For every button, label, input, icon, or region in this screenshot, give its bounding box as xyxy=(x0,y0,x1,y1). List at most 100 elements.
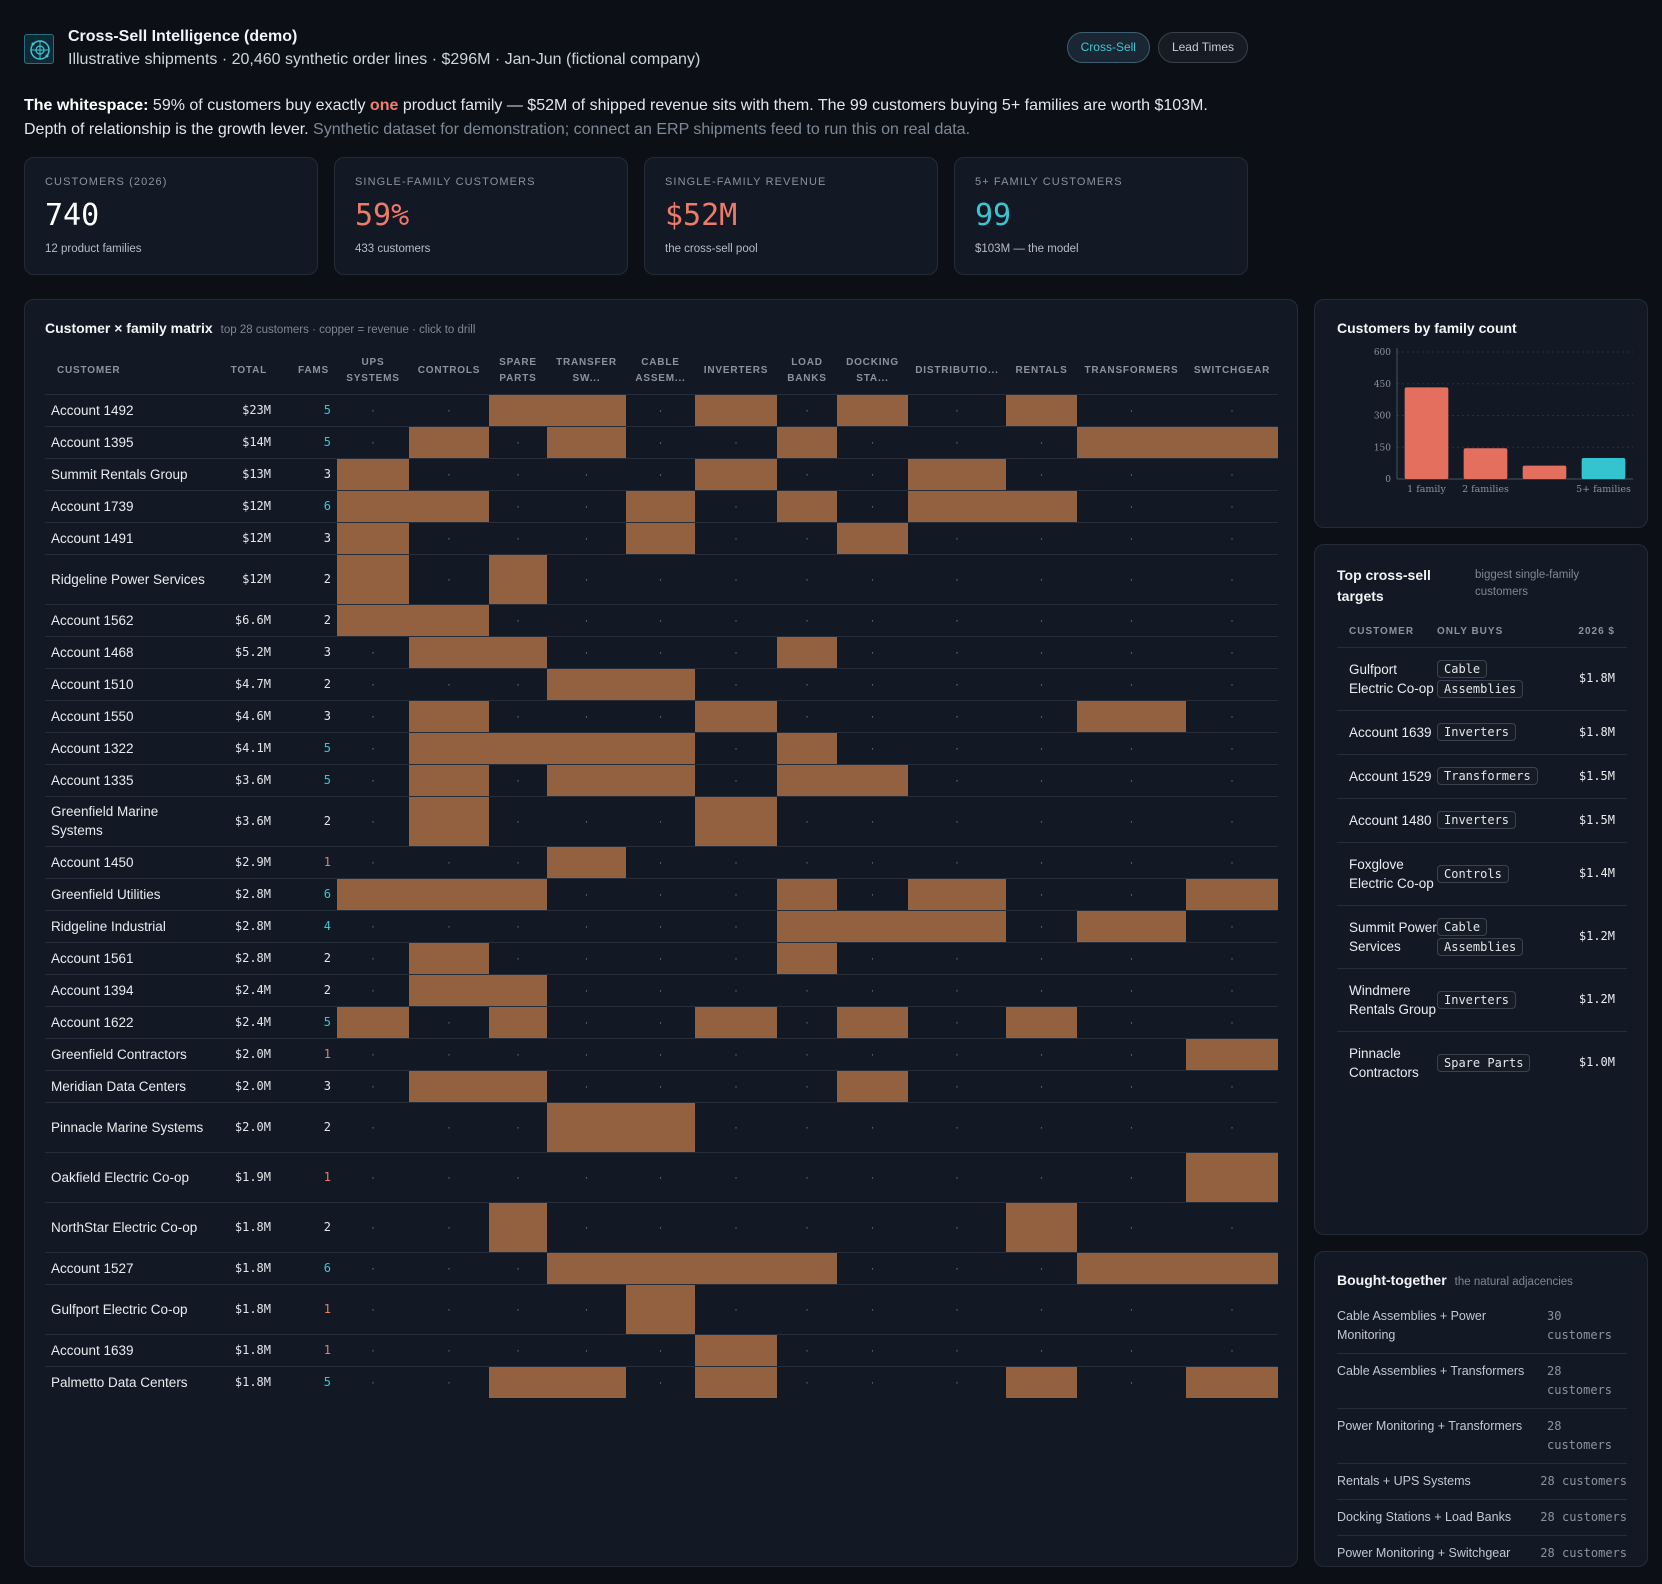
matrix-cell-empty[interactable]: · xyxy=(1077,1006,1186,1038)
matrix-row[interactable]: Account 1335$3.6M5············ xyxy=(45,764,1278,796)
matrix-row[interactable]: Account 1322$4.1M5············ xyxy=(45,732,1278,764)
matrix-cell-empty[interactable]: · xyxy=(626,458,695,490)
matrix-cell-empty[interactable]: · xyxy=(908,1006,1006,1038)
target-row[interactable]: Account 1529 Transformers $1.5M xyxy=(1337,754,1627,798)
matrix-cell-filled[interactable]: · xyxy=(695,1366,777,1398)
matrix-cell-empty[interactable]: · xyxy=(547,1070,626,1102)
matrix-cell-empty[interactable]: · xyxy=(626,1334,695,1366)
matrix-cell-empty[interactable]: · xyxy=(908,1102,1006,1152)
matrix-cell-empty[interactable]: · xyxy=(489,604,547,636)
matrix-cell-empty[interactable]: · xyxy=(547,1202,626,1252)
matrix-cell-empty[interactable]: · xyxy=(1186,636,1278,668)
matrix-cell-empty[interactable]: · xyxy=(777,1152,837,1202)
matrix-cell-empty[interactable]: · xyxy=(777,554,837,604)
matrix-cell-empty[interactable]: · xyxy=(695,878,777,910)
matrix-cell-empty[interactable]: · xyxy=(837,1284,908,1334)
matrix-cell-empty[interactable]: · xyxy=(626,394,695,426)
matrix-cell-filled[interactable]: · xyxy=(409,490,489,522)
matrix-cell-filled[interactable]: · xyxy=(337,458,409,490)
matrix-cell-empty[interactable]: · xyxy=(489,1284,547,1334)
matrix-cell-filled[interactable]: · xyxy=(547,394,626,426)
matrix-cell-filled[interactable]: · xyxy=(489,554,547,604)
matrix-cell-filled[interactable]: · xyxy=(695,796,777,846)
matrix-cell-empty[interactable]: · xyxy=(1006,1252,1077,1284)
matrix-cell-filled[interactable]: · xyxy=(626,1252,695,1284)
matrix-cell-empty[interactable]: · xyxy=(337,1334,409,1366)
matrix-cell-empty[interactable]: · xyxy=(1077,878,1186,910)
matrix-cell-filled[interactable]: · xyxy=(337,522,409,554)
matrix-cell-empty[interactable]: · xyxy=(777,1202,837,1252)
matrix-cell-empty[interactable]: · xyxy=(337,1038,409,1070)
matrix-cell-empty[interactable]: · xyxy=(547,796,626,846)
matrix-cell-filled[interactable]: · xyxy=(695,1334,777,1366)
col-header-family[interactable]: UPS Systems xyxy=(346,356,400,384)
matrix-cell-empty[interactable]: · xyxy=(337,942,409,974)
matrix-cell-empty[interactable]: · xyxy=(337,426,409,458)
matrix-cell-empty[interactable]: · xyxy=(489,942,547,974)
matrix-cell-filled[interactable]: · xyxy=(489,974,547,1006)
matrix-cell-filled[interactable]: · xyxy=(626,490,695,522)
customer-name[interactable]: Account 1468 xyxy=(51,644,134,660)
matrix-cell-filled[interactable]: · xyxy=(1186,1038,1278,1070)
matrix-cell-empty[interactable]: · xyxy=(547,458,626,490)
matrix-cell-empty[interactable]: · xyxy=(626,426,695,458)
matrix-cell-empty[interactable]: · xyxy=(1006,426,1077,458)
matrix-row[interactable]: Account 1639 $1.8M 1 · · · · · · · · · · · · xyxy=(45,1334,1278,1366)
matrix-cell-empty[interactable]: · xyxy=(409,1284,489,1334)
matrix-cell-empty[interactable]: · xyxy=(1186,668,1278,700)
matrix-cell-empty[interactable]: · xyxy=(908,1284,1006,1334)
matrix-cell-empty[interactable]: · xyxy=(1077,668,1186,700)
matrix-cell-empty[interactable]: · xyxy=(695,554,777,604)
matrix-cell-filled[interactable]: · xyxy=(409,942,489,974)
matrix-row[interactable]: Greenfield Contractors $2.0M 1 · · · · · · · · · · · · xyxy=(45,1038,1278,1070)
target-customer[interactable]: Summit Power Services xyxy=(1349,919,1437,954)
matrix-cell-empty[interactable]: · xyxy=(1006,668,1077,700)
matrix-cell-empty[interactable]: · xyxy=(695,1038,777,1070)
matrix-cell-empty[interactable]: · xyxy=(489,796,547,846)
col-header-family[interactable]: Inverters xyxy=(703,364,769,376)
matrix-cell-empty[interactable]: · xyxy=(547,1006,626,1038)
matrix-cell-filled[interactable]: · xyxy=(1006,490,1077,522)
col-header-family[interactable]: Load Banks xyxy=(787,356,827,384)
matrix-cell-empty[interactable]: · xyxy=(547,1038,626,1070)
matrix-cell-empty[interactable]: · xyxy=(1077,1202,1186,1252)
matrix-cell-empty[interactable]: · xyxy=(695,846,777,878)
matrix-cell-filled[interactable]: · xyxy=(1077,910,1186,942)
matrix-cell-empty[interactable]: · xyxy=(1186,700,1278,732)
matrix-cell-empty[interactable]: · xyxy=(489,458,547,490)
customer-name[interactable]: Greenfield Contractors xyxy=(51,1046,187,1062)
matrix-cell-empty[interactable]: · xyxy=(908,604,1006,636)
matrix-cell-empty[interactable]: · xyxy=(1006,878,1077,910)
matrix-cell-filled[interactable]: · xyxy=(837,522,908,554)
matrix-row[interactable]: Account 1450 $2.9M 1 · · · · · · · · · · · · xyxy=(45,846,1278,878)
matrix-cell-empty[interactable]: · xyxy=(908,636,1006,668)
matrix-cell-empty[interactable]: · xyxy=(489,1334,547,1366)
customer-name[interactable]: Account 1527 xyxy=(51,1260,134,1276)
matrix-cell-empty[interactable]: · xyxy=(777,1366,837,1398)
matrix-cell-filled[interactable]: · xyxy=(626,522,695,554)
matrix-cell-filled[interactable]: · xyxy=(489,394,547,426)
matrix-cell-empty[interactable]: · xyxy=(1077,1038,1186,1070)
matrix-cell-empty[interactable]: · xyxy=(1186,846,1278,878)
matrix-row[interactable]: Summit Rentals Group $13M 3 · · · · · · · · · · · · xyxy=(45,458,1278,490)
matrix-cell-empty[interactable]: · xyxy=(695,636,777,668)
matrix-cell-filled[interactable]: · xyxy=(489,1366,547,1398)
tab-cross-sell[interactable]: Cross-Sell xyxy=(1066,32,1150,63)
matrix-cell-empty[interactable]: · xyxy=(626,554,695,604)
matrix-cell-empty[interactable]: · xyxy=(1186,490,1278,522)
matrix-cell-filled[interactable]: · xyxy=(626,1102,695,1152)
matrix-cell-filled[interactable]: · xyxy=(777,910,837,942)
col-header-family[interactable]: Distributio... xyxy=(915,364,999,376)
matrix-cell-empty[interactable]: · xyxy=(1186,1006,1278,1038)
bought-together-row[interactable]: Cable Assemblies + Transformers 28 custom… xyxy=(1337,1354,1627,1409)
matrix-cell-filled[interactable]: · xyxy=(409,764,489,796)
matrix-cell-filled[interactable]: · xyxy=(837,1070,908,1102)
matrix-cell-empty[interactable]: · xyxy=(1186,1284,1278,1334)
matrix-cell-filled[interactable]: · xyxy=(837,764,908,796)
matrix-row[interactable]: Greenfield Marine Systems $3.6M 2 · · · · · · · · ·… xyxy=(45,796,1278,846)
matrix-cell-empty[interactable]: · xyxy=(1077,636,1186,668)
col-header-total[interactable]: Total xyxy=(230,364,267,376)
customer-name[interactable]: Ridgeline Industrial xyxy=(51,918,166,934)
target-row[interactable]: Foxglove Electric Co-op Controls $1.4M xyxy=(1337,842,1627,905)
matrix-row[interactable]: Ridgeline Industrial$2.8M4············ xyxy=(45,910,1278,942)
